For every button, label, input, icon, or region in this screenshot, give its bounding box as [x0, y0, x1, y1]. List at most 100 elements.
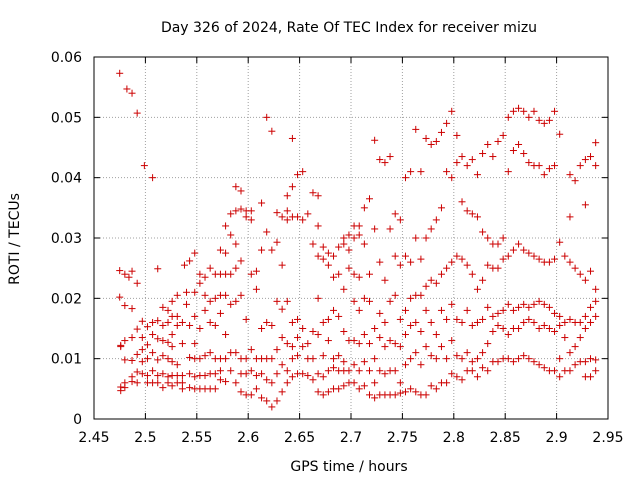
data-point	[355, 367, 363, 375]
data-point	[386, 225, 394, 233]
data-point	[556, 238, 564, 246]
data-point	[551, 162, 559, 170]
data-point	[164, 355, 172, 363]
data-point	[216, 376, 224, 384]
data-point	[360, 382, 368, 390]
data-point	[294, 334, 302, 342]
data-point	[278, 305, 286, 313]
data-point	[412, 234, 420, 242]
data-point	[168, 358, 176, 366]
data-point	[422, 134, 430, 142]
data-point	[407, 294, 415, 302]
data-point	[432, 279, 440, 287]
data-point	[540, 171, 548, 179]
data-point	[304, 210, 312, 218]
data-point	[535, 116, 543, 124]
data-point	[427, 382, 435, 390]
data-point	[463, 207, 471, 215]
data-point	[314, 252, 322, 260]
data-point	[258, 325, 266, 332]
data-point	[515, 104, 523, 112]
data-point	[288, 318, 296, 326]
data-point	[479, 228, 487, 236]
data-point	[128, 356, 136, 364]
data-point	[299, 216, 307, 224]
data-point	[149, 174, 157, 182]
data-point	[520, 107, 528, 115]
data-point	[263, 113, 271, 121]
data-point	[499, 234, 507, 242]
data-point	[473, 373, 481, 381]
data-point	[576, 318, 584, 326]
data-point	[121, 337, 129, 345]
data-point	[443, 355, 451, 363]
data-point	[268, 355, 276, 363]
data-point	[551, 367, 559, 375]
data-point	[268, 321, 276, 329]
data-point	[340, 240, 348, 248]
data-point	[432, 385, 440, 393]
data-point	[330, 355, 338, 363]
data-point	[206, 318, 214, 326]
data-point	[201, 306, 209, 314]
data-point	[515, 303, 523, 311]
data-point	[116, 293, 124, 301]
data-point	[324, 367, 332, 375]
data-point	[427, 276, 435, 284]
chart-title: Day 326 of 2024, Rate Of TEC Index for r…	[161, 20, 537, 36]
data-point	[592, 297, 600, 305]
data-point	[258, 370, 266, 378]
data-point	[309, 355, 317, 363]
data-point	[581, 312, 589, 320]
data-point	[196, 279, 204, 287]
data-point	[304, 340, 312, 348]
data-point	[273, 370, 281, 378]
x-tick-label: 2.85	[490, 430, 521, 446]
data-point	[407, 321, 415, 329]
data-point	[191, 249, 199, 257]
data-point	[473, 318, 481, 326]
data-point	[484, 303, 492, 311]
data-point	[232, 240, 240, 248]
data-point	[283, 297, 291, 305]
data-point	[443, 264, 451, 272]
data-point	[268, 127, 276, 135]
data-point	[407, 258, 415, 266]
data-point	[335, 270, 343, 278]
data-point	[117, 387, 125, 395]
data-point	[422, 306, 430, 314]
data-point	[128, 305, 136, 313]
data-point	[314, 388, 322, 396]
data-point	[324, 315, 332, 323]
data-point	[520, 300, 528, 308]
data-point	[268, 246, 276, 254]
data-point	[222, 222, 230, 230]
data-point	[191, 288, 199, 296]
data-point	[273, 297, 281, 305]
data-point	[479, 349, 487, 357]
data-point	[520, 150, 528, 158]
data-point	[525, 159, 533, 167]
data-point	[432, 216, 440, 224]
data-point	[140, 162, 148, 170]
data-point	[299, 168, 307, 176]
data-point	[396, 389, 404, 397]
x-axis-label: GPS time / hours	[290, 459, 407, 475]
data-point	[499, 131, 507, 139]
data-point	[540, 321, 548, 329]
data-point	[540, 364, 548, 372]
data-point	[376, 156, 384, 164]
data-point	[412, 349, 420, 357]
data-point	[448, 370, 456, 378]
data-point	[566, 213, 574, 221]
data-point	[401, 388, 409, 396]
data-point	[371, 355, 379, 363]
data-point	[576, 162, 584, 170]
data-point	[396, 216, 404, 224]
x-tick-label: 2.8	[443, 430, 465, 446]
data-point	[340, 328, 348, 336]
data-point	[520, 318, 528, 326]
data-point	[278, 261, 286, 269]
data-point	[121, 356, 129, 364]
